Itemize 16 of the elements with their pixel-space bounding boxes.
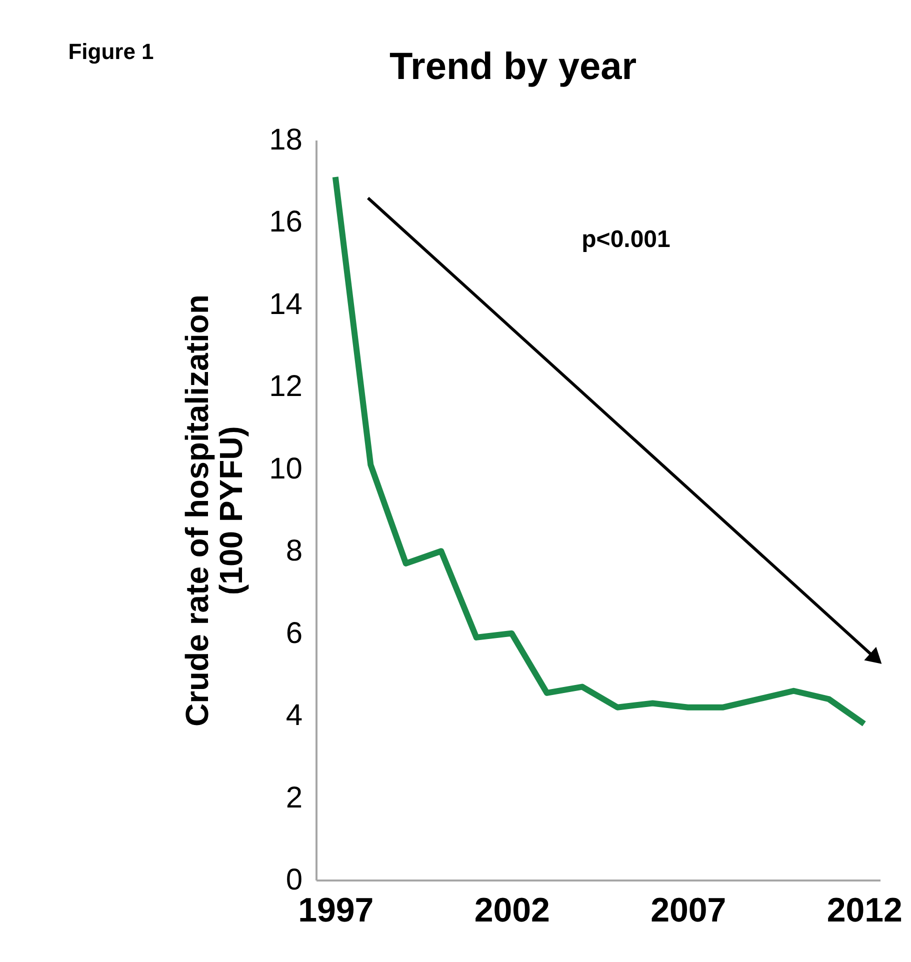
y-tick-label: 6 xyxy=(286,616,302,650)
y-tick-label: 14 xyxy=(269,288,302,321)
caption: Figure 1 xyxy=(68,39,154,64)
y-tick-label: 8 xyxy=(286,534,302,568)
chart-title: Trend by year xyxy=(389,46,637,88)
y-tick-label: 16 xyxy=(269,206,302,239)
y-tick-label: 2 xyxy=(286,781,302,814)
y-tick-label: 18 xyxy=(269,124,302,156)
x-tick-label: 2012 xyxy=(826,892,902,930)
annotation: p<0.001 xyxy=(582,226,670,253)
y-tick-label: 12 xyxy=(269,370,302,404)
x-tick-label: 2002 xyxy=(474,892,550,930)
y-tick-label: 10 xyxy=(269,452,302,486)
y-axis-title: Crude rate of hospitalization (100 PYFU) xyxy=(179,294,250,727)
y-tick-label: 4 xyxy=(286,699,302,732)
x-tick-label: 2007 xyxy=(650,892,726,930)
